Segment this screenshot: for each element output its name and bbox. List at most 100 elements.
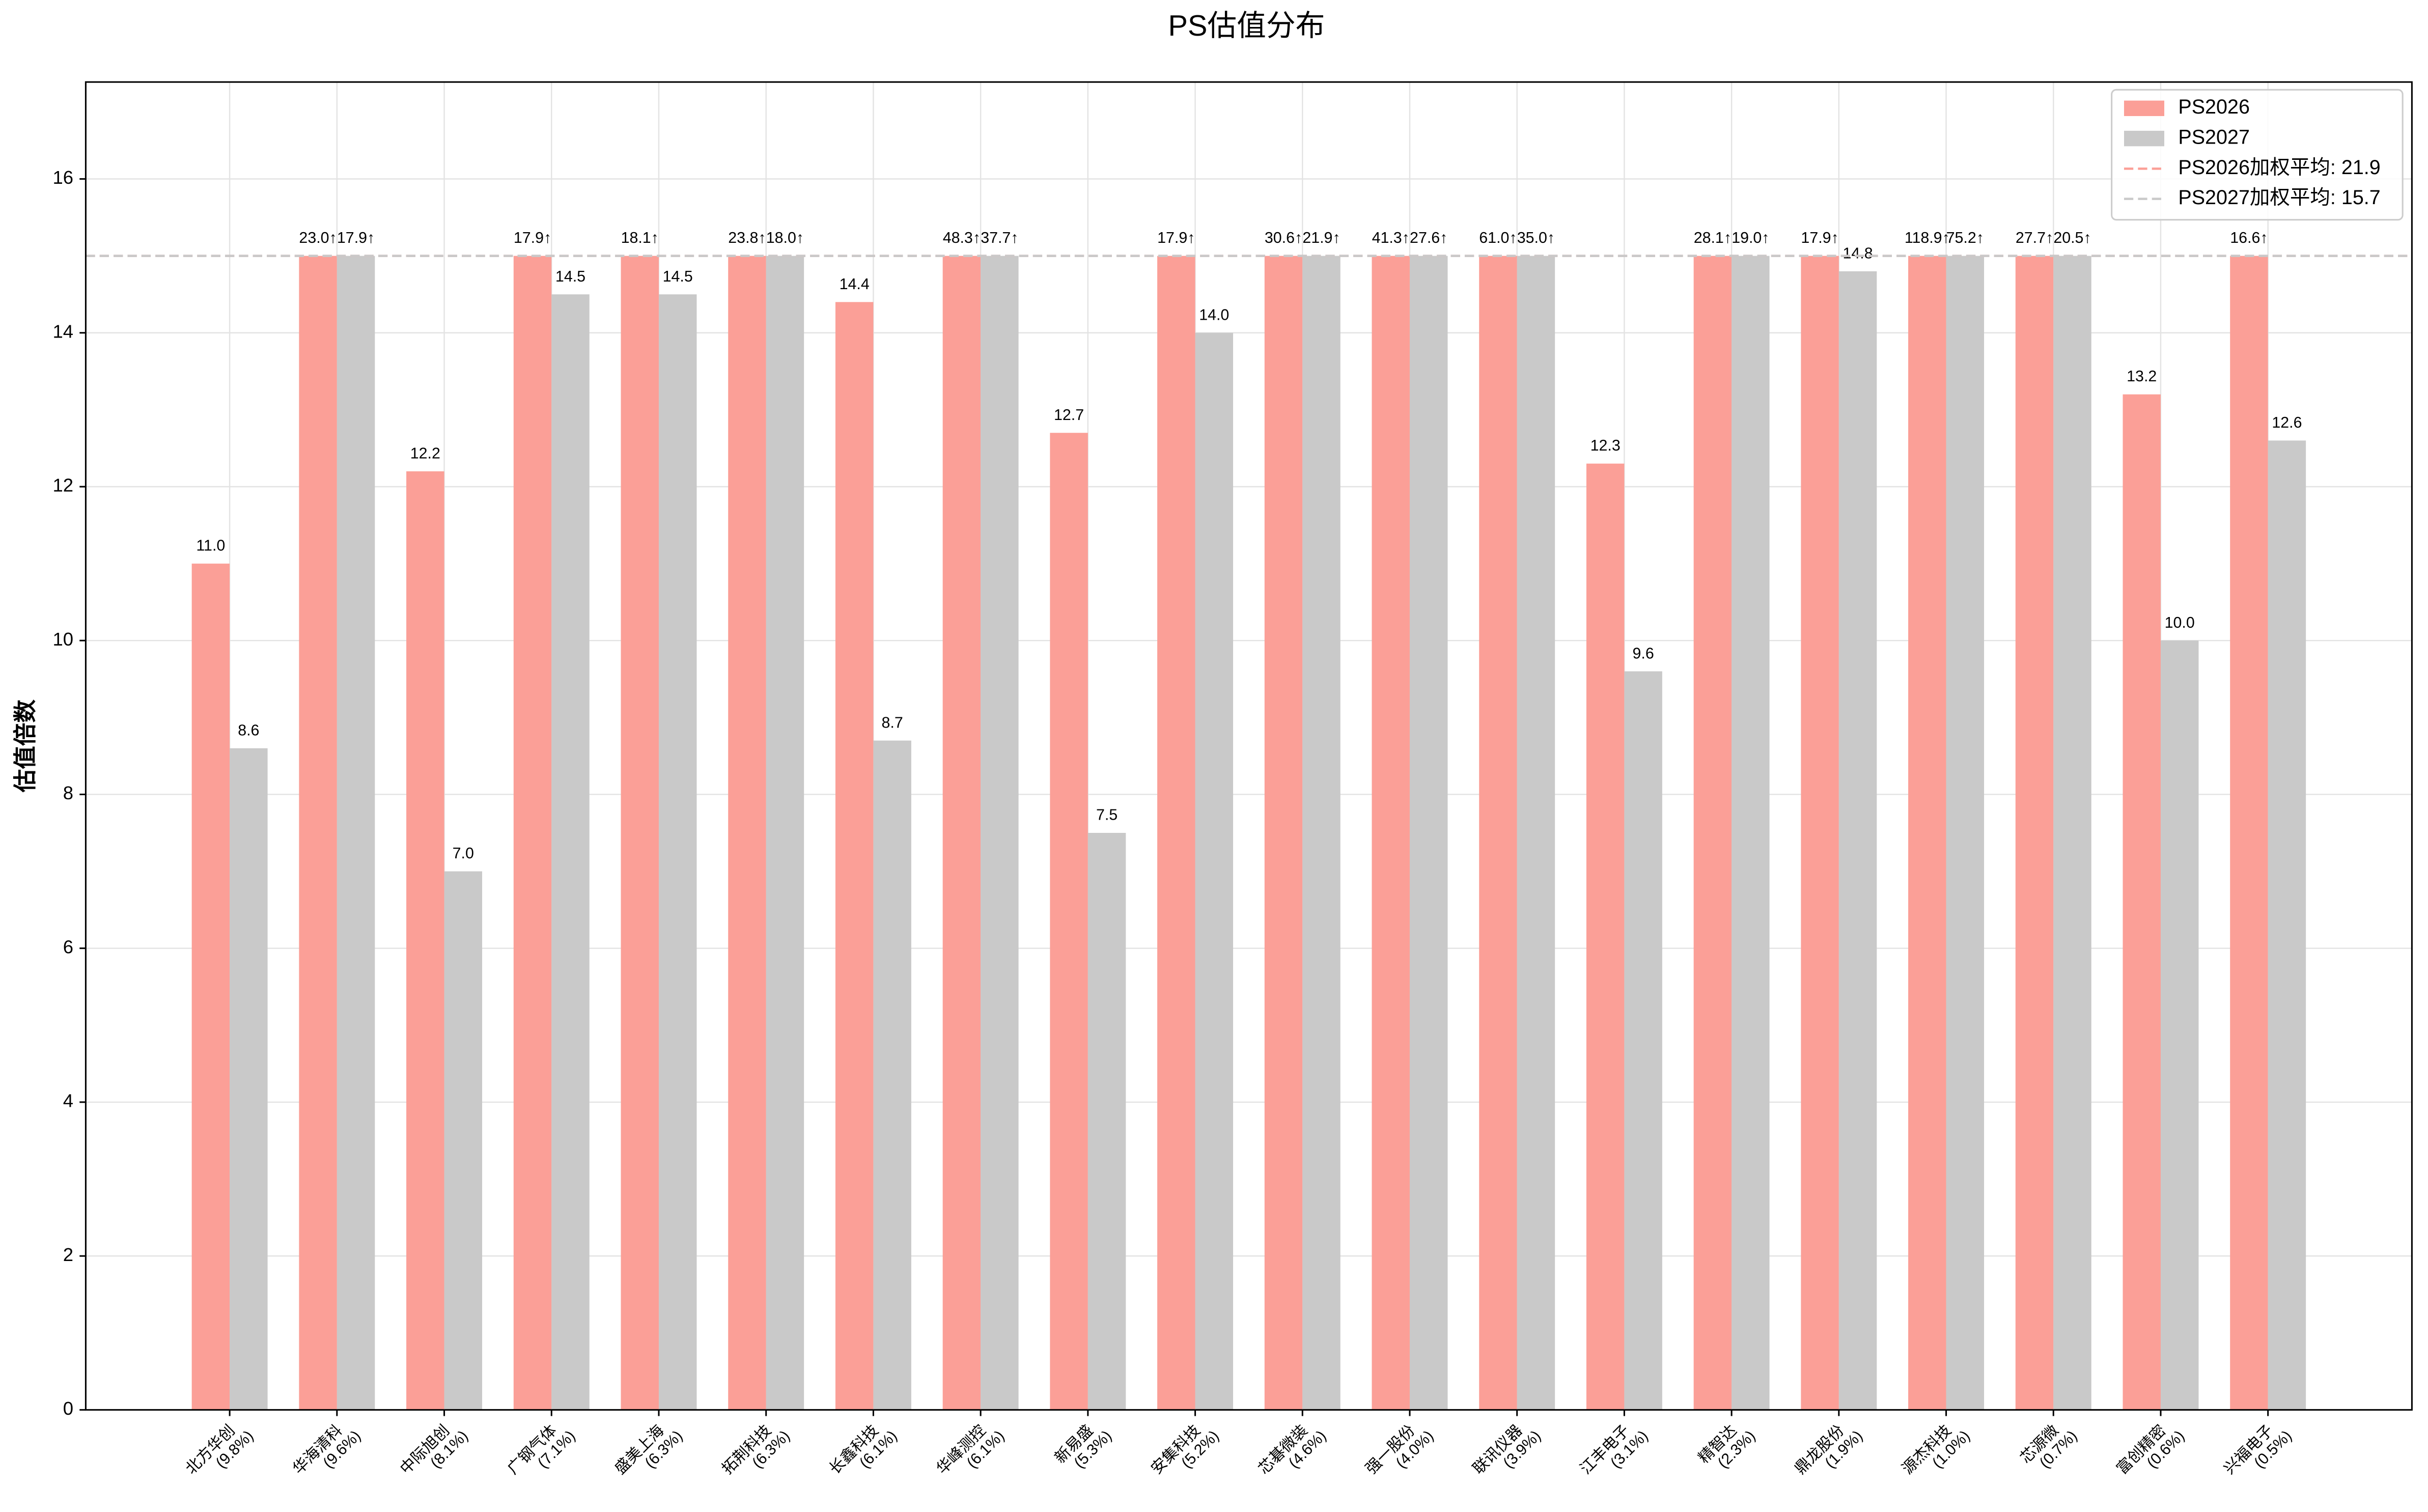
bar <box>513 256 552 1410</box>
bar <box>873 740 911 1410</box>
value-label: 75.2↑ <box>1946 229 1984 246</box>
chart-title: PS估值分布 <box>1168 10 1325 42</box>
value-label: 14.5 <box>663 268 693 285</box>
bar <box>1801 256 1839 1410</box>
legend-box <box>2111 89 2404 221</box>
y-axis-label: 估值倍数 <box>12 699 38 793</box>
bar <box>2015 256 2054 1410</box>
bar <box>728 256 766 1410</box>
value-label: 18.1↑ <box>621 229 659 246</box>
bar <box>1479 256 1517 1410</box>
legend-label: PS2027 <box>2178 126 2250 149</box>
bar <box>1050 433 1088 1410</box>
bar <box>2053 256 2091 1410</box>
bar <box>658 294 697 1410</box>
legend-swatch <box>2124 130 2165 147</box>
value-label: 17.9↑ <box>1801 229 1838 246</box>
value-label: 48.3↑ <box>943 229 981 246</box>
value-label: 23.0↑ <box>299 229 337 246</box>
y-tick-label: 0 <box>63 1398 73 1419</box>
bar <box>551 294 590 1410</box>
value-label: 14.5 <box>555 268 585 285</box>
value-label: 17.9↑ <box>514 229 551 246</box>
bar <box>1264 256 1303 1410</box>
value-label: 7.0 <box>453 845 474 862</box>
value-label: 23.8↑ <box>728 229 766 246</box>
y-tick-label: 6 <box>63 936 73 957</box>
value-label: 12.3 <box>1590 437 1621 454</box>
bar <box>1838 271 1877 1410</box>
value-label: 16.6↑ <box>2230 229 2268 246</box>
bar <box>1517 256 1555 1410</box>
bar <box>1946 256 1985 1410</box>
value-label: 19.0↑ <box>1732 229 1769 246</box>
bar <box>1908 256 1946 1410</box>
value-label: 7.5 <box>1096 806 1118 824</box>
value-label: 12.2 <box>410 444 440 462</box>
legend-swatch <box>2124 100 2165 116</box>
plot-frame <box>85 81 2413 1411</box>
bar <box>191 564 230 1410</box>
bar <box>406 471 444 1410</box>
legend-label: PS2027加权平均: 15.7 <box>2178 186 2380 209</box>
y-tick-label: 14 <box>53 321 74 342</box>
bar <box>1732 256 1770 1410</box>
value-label: 14.0 <box>1199 306 1229 323</box>
bar <box>230 748 268 1410</box>
value-label: 35.0↑ <box>1517 229 1555 246</box>
bar <box>1157 256 1195 1410</box>
y-tick-label: 4 <box>63 1090 73 1111</box>
value-label: 61.0↑ <box>1479 229 1517 246</box>
y-tick-label: 8 <box>63 782 73 803</box>
value-label: 17.9↑ <box>1157 229 1195 246</box>
value-label: 37.7↑ <box>981 229 1018 246</box>
bar <box>981 256 1019 1410</box>
bar <box>1693 256 1732 1410</box>
bar <box>337 256 375 1410</box>
legend-label: PS2026 <box>2178 96 2250 118</box>
value-label: 18.0↑ <box>766 229 804 246</box>
value-label: 9.6 <box>1633 645 1654 662</box>
y-tick-label: 12 <box>53 475 74 496</box>
value-label: 118.9↑ <box>1905 229 1950 246</box>
y-tick-label: 2 <box>63 1244 73 1265</box>
value-label: 13.2 <box>2127 368 2157 385</box>
y-tick-label: 16 <box>53 167 74 188</box>
value-label: 17.9↑ <box>337 229 375 246</box>
bar <box>2160 640 2199 1410</box>
bar <box>299 256 337 1410</box>
value-label: 27.6↑ <box>1410 229 1447 246</box>
bar <box>942 256 981 1410</box>
value-label: 12.6 <box>2272 414 2302 431</box>
bar <box>1195 332 1234 1410</box>
bar <box>621 256 659 1410</box>
bar <box>1087 833 1126 1410</box>
value-label: 8.6 <box>238 721 259 739</box>
value-label: 8.7 <box>882 714 903 731</box>
value-label: 14.4 <box>840 275 870 293</box>
value-label: 12.7 <box>1054 406 1084 424</box>
value-label: 20.5↑ <box>2053 229 2091 246</box>
bar <box>1586 463 1625 1410</box>
value-label: 41.3↑ <box>1372 229 1410 246</box>
bar <box>1624 671 1662 1410</box>
bar <box>1372 256 1410 1410</box>
value-label: 28.1↑ <box>1694 229 1732 246</box>
bar <box>1302 256 1341 1410</box>
bar <box>835 302 874 1410</box>
bar <box>2123 394 2161 1410</box>
bar <box>2268 440 2306 1410</box>
value-label: 27.7↑ <box>2016 229 2053 246</box>
value-label: 21.9↑ <box>1302 229 1340 246</box>
value-label: 30.6↑ <box>1265 229 1302 246</box>
bar <box>444 871 483 1410</box>
value-label: 10.0 <box>2165 614 2195 631</box>
legend-label: PS2026加权平均: 21.9 <box>2178 156 2380 179</box>
value-label: 14.8 <box>1843 244 1873 262</box>
bar <box>766 256 804 1410</box>
bar <box>1409 256 1448 1410</box>
bar <box>2230 256 2268 1410</box>
value-label: 11.0 <box>196 537 225 554</box>
